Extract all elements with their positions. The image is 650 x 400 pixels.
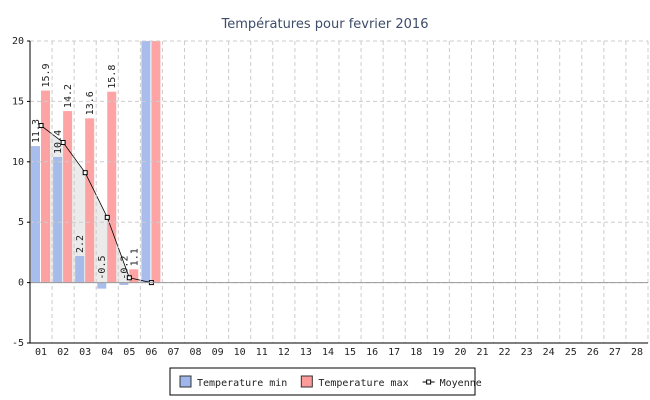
x-tick-label: 04 xyxy=(101,347,113,358)
bar xyxy=(97,282,107,289)
x-tick-label: 27 xyxy=(609,347,621,358)
x-tick-label: 12 xyxy=(278,347,290,358)
x-tick-label: 05 xyxy=(123,347,135,358)
bar xyxy=(129,269,139,283)
x-tick-label: 28 xyxy=(631,347,643,358)
chart-title: Températures pour fevrier 2016 xyxy=(221,17,429,32)
x-tick-label: 08 xyxy=(190,347,202,358)
legend-label: Temperature max xyxy=(318,378,408,389)
x-tick-label: 14 xyxy=(322,347,334,358)
data-label: 22 xyxy=(141,2,152,14)
x-tick-label: 10 xyxy=(234,347,246,358)
x-tick-label: 16 xyxy=(366,347,378,358)
x-tick-label: 02 xyxy=(57,347,69,358)
bar xyxy=(41,90,51,283)
x-tick-label: 23 xyxy=(521,347,533,358)
x-tick-label: 07 xyxy=(167,347,179,358)
point xyxy=(38,123,44,129)
bar xyxy=(63,111,73,283)
data-label: -0.2 xyxy=(119,256,130,280)
legend-label: Temperature min xyxy=(197,378,287,389)
bar xyxy=(107,91,117,283)
data-label: 11.3 xyxy=(31,119,42,143)
x-tick-label: 24 xyxy=(543,347,555,358)
legend-label: Moyenne xyxy=(440,378,482,389)
data-label: -0.5 xyxy=(97,256,108,280)
x-tick-label: 06 xyxy=(145,347,157,358)
x-tick-label: 11 xyxy=(256,347,268,358)
y-tick-label: 20 xyxy=(12,36,24,47)
legend-swatch xyxy=(179,375,192,388)
data-label: 2.2 xyxy=(75,235,86,253)
x-tick-label: 13 xyxy=(300,347,312,358)
x-tick-label: 20 xyxy=(454,347,466,358)
data-label: 15.8 xyxy=(107,65,118,89)
x-tick-label: 25 xyxy=(565,347,577,358)
bar xyxy=(75,256,85,283)
point xyxy=(126,275,132,281)
x-tick-label: 18 xyxy=(410,347,422,358)
x-tick-label: 22 xyxy=(499,347,511,358)
y-tick-label: 15 xyxy=(12,96,24,107)
data-label: 22 xyxy=(151,2,162,14)
x-tick-label: 09 xyxy=(212,347,224,358)
point xyxy=(60,139,66,145)
data-label: 13.6 xyxy=(85,91,96,115)
point xyxy=(104,214,110,220)
data-label: 14.2 xyxy=(63,84,74,108)
legend: Temperature min Temperature max Moyenne xyxy=(169,367,482,396)
legend-marker xyxy=(426,379,432,385)
bar xyxy=(119,282,129,286)
data-label: 15.9 xyxy=(41,63,52,87)
x-tick-label: 19 xyxy=(432,347,444,358)
x-tick-label: 17 xyxy=(388,347,400,358)
y-tick-label: 10 xyxy=(12,157,24,168)
point xyxy=(82,170,88,176)
bar xyxy=(85,118,95,283)
bar xyxy=(151,41,161,283)
data-label: 10.4 xyxy=(53,130,64,154)
x-tick-label: 03 xyxy=(79,347,91,358)
x-tick-label: 01 xyxy=(35,347,47,358)
y-tick-label: 5 xyxy=(18,217,24,228)
y-tick-label: -5 xyxy=(12,338,24,349)
data-label: 1.1 xyxy=(129,248,140,266)
x-tick-label: 21 xyxy=(476,347,488,358)
bar xyxy=(31,146,41,283)
x-tick-label: 15 xyxy=(344,347,356,358)
bar xyxy=(141,41,151,283)
legend-swatch xyxy=(300,375,313,388)
bar xyxy=(53,156,63,283)
y-tick-label: 0 xyxy=(18,278,24,289)
x-tick-label: 26 xyxy=(587,347,599,358)
